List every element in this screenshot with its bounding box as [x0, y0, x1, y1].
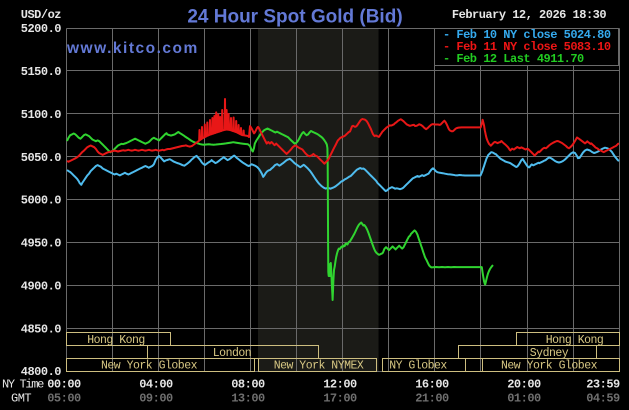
svg-text:USD/oz: USD/oz: [21, 8, 62, 22]
svg-text:5100.0: 5100.0: [21, 108, 62, 122]
svg-text:GMT: GMT: [11, 392, 31, 406]
svg-text:04:59: 04:59: [586, 392, 620, 406]
svg-text:20:00: 20:00: [507, 378, 541, 392]
svg-text:NY Time: NY Time: [2, 378, 44, 392]
svg-text:16:00: 16:00: [415, 378, 449, 392]
svg-text:- Feb 10 NY close 5024.80: - Feb 10 NY close 5024.80: [443, 28, 611, 42]
svg-text:Hong Kong: Hong Kong: [87, 334, 145, 347]
svg-text:12:00: 12:00: [323, 378, 357, 392]
svg-text:NY Globex: NY Globex: [389, 360, 447, 373]
svg-text:New York Globex: New York Globex: [501, 360, 598, 373]
svg-text:5150.0: 5150.0: [21, 65, 62, 79]
svg-text:17:00: 17:00: [323, 392, 357, 406]
svg-text:01:00: 01:00: [507, 392, 541, 406]
svg-text:February 12, 2026 18:30: February 12, 2026 18:30: [452, 8, 606, 22]
svg-text:00:00: 00:00: [47, 378, 81, 392]
svg-text:04:00: 04:00: [139, 378, 173, 392]
svg-text:Hong Kong: Hong Kong: [546, 334, 604, 347]
svg-text:13:00: 13:00: [231, 392, 265, 406]
svg-text:08:00: 08:00: [231, 378, 265, 392]
svg-text:London: London: [213, 347, 251, 360]
svg-text:Sydney: Sydney: [530, 347, 569, 360]
svg-text:21:00: 21:00: [415, 392, 449, 406]
svg-text:09:00: 09:00: [139, 392, 173, 406]
svg-text:4900.0: 4900.0: [21, 279, 62, 293]
svg-text:05:00: 05:00: [47, 392, 81, 406]
svg-text:New York Globex: New York Globex: [101, 360, 198, 373]
svg-text:24 Hour Spot Gold (Bid): 24 Hour Spot Gold (Bid): [187, 7, 402, 28]
svg-text:4950.0: 4950.0: [21, 237, 62, 251]
svg-text:5200.0: 5200.0: [21, 22, 62, 36]
svg-text:www.kitco.com: www.kitco.com: [66, 40, 199, 57]
svg-text:- Feb 12 Last 4911.70: - Feb 12 Last 4911.70: [443, 52, 584, 66]
svg-text:4850.0: 4850.0: [21, 322, 62, 336]
svg-text:5050.0: 5050.0: [21, 151, 62, 165]
svg-text:4800.0: 4800.0: [21, 365, 62, 379]
svg-text:5000.0: 5000.0: [21, 194, 62, 208]
svg-text:23:59: 23:59: [586, 378, 620, 392]
svg-text:- Feb 11 NY close 5083.10: - Feb 11 NY close 5083.10: [443, 40, 611, 54]
svg-text:New York NYMEX: New York NYMEX: [274, 360, 364, 373]
